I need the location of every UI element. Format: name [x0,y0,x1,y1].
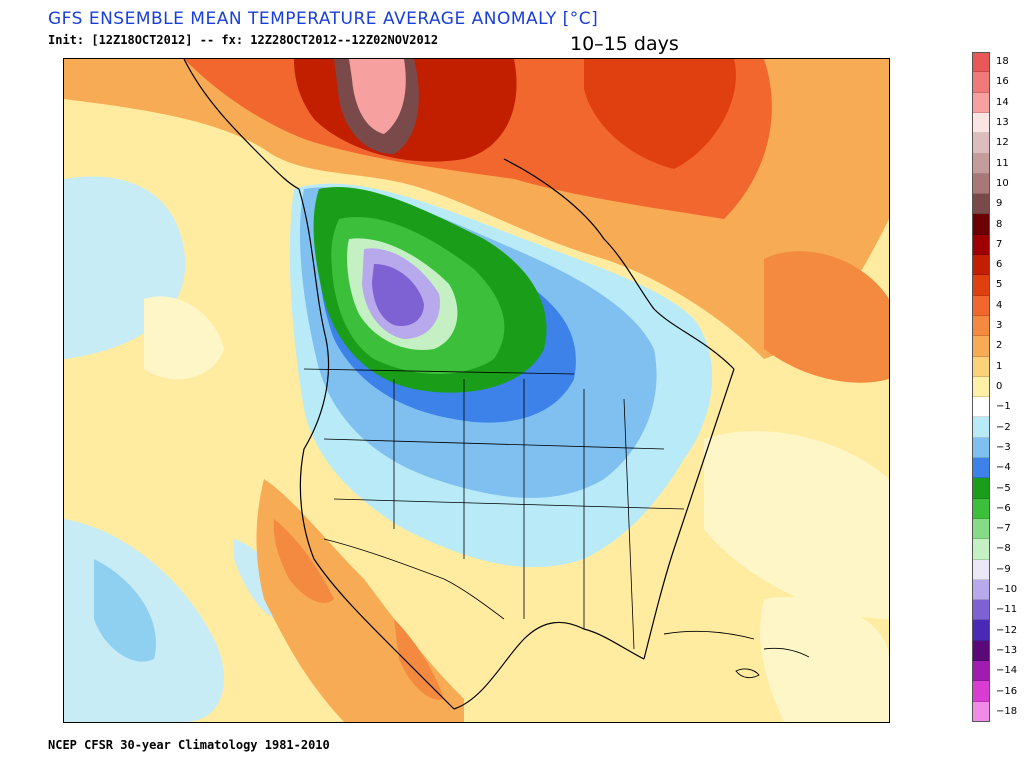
colorbar-swatch [972,437,990,459]
colorbar-frame [972,52,990,722]
colorbar-swatch [972,376,990,398]
colorbar-label: −9 [996,563,1011,575]
colorbar-label: −11 [996,604,1018,616]
colorbar-swatch [972,133,990,154]
colorbar-swatch [972,458,990,479]
colorbar-swatch [972,397,990,418]
colorbar-label: 18 [996,56,1009,68]
colorbar-label: −2 [996,421,1011,433]
hispaniola-outline [763,647,810,658]
cold-anomaly-purple-core [372,264,424,327]
colorbar-label: −13 [996,644,1018,656]
coastlines [183,59,735,710]
caribbean-neutral-area [760,597,889,722]
colorbar-label: 3 [996,320,1003,332]
us-mexico-border [323,538,505,620]
colorbar-label: 4 [996,299,1003,311]
colorbar-swatch [972,661,990,682]
colorbar-swatch [972,640,990,662]
climatology-footer: NCEP CFSR 30-year Climatology 1981-2010 [48,738,330,752]
colorbar-swatch [972,579,990,601]
colorbar-swatch [972,255,990,276]
colorbar-label: 7 [996,238,1003,250]
colorbar-label: −3 [996,441,1011,453]
east-coastline [643,368,735,660]
colorbar-label: −8 [996,543,1011,555]
colorbar-swatch [972,275,990,296]
state-line-6 [333,498,685,510]
cuba-outline [663,630,755,640]
init-forecast-line: Init: [12Z18OCT2012] -- fx: 12Z28OCT2012… [48,33,439,47]
colorbar-label: −4 [996,462,1011,474]
state-line-5 [323,438,665,450]
hudson-coastline [503,158,735,370]
colorbar-swatch [972,600,990,621]
colorbar-swatch [972,173,990,195]
colorbar-label: 1 [996,360,1003,372]
colorbar-swatch [972,214,990,235]
anomaly-map [63,58,890,723]
colorbar-swatch [972,234,990,256]
mexico-warm-core [394,619,444,700]
political-borders [303,368,685,650]
colorbar-label: 10 [996,177,1009,189]
colorbar-swatch [972,153,990,174]
us-canada-border [303,368,575,375]
atlantic-neutral-area [704,431,889,619]
colorbar-label: 9 [996,198,1003,210]
colorbar-label: −1 [996,401,1011,413]
colorbar-swatch [972,518,990,540]
pacific-neutral-area [144,296,224,380]
colorbar-swatch [972,539,990,560]
west-coastline [298,188,455,710]
colorbar-label: 13 [996,117,1009,129]
colorbar-swatch [972,559,990,580]
colorbar-label: −16 [996,685,1018,697]
colorbar-label: 2 [996,340,1003,352]
colorbar-label: −7 [996,523,1011,535]
colorbar-label: 8 [996,218,1003,230]
jamaica-outline [735,668,760,679]
colorbar-swatch [972,194,990,215]
state-line-7 [623,398,635,650]
colorbar-label: −5 [996,482,1011,494]
colorbar-label: −10 [996,584,1018,596]
caribbean-islands [663,630,810,679]
colorbar-swatch [972,315,990,337]
colorbar-label: 16 [996,76,1009,88]
southwest-warm-core [273,519,334,603]
chart-title: GFS ENSEMBLE MEAN TEMPERATURE AVERAGE AN… [48,9,599,29]
colorbar-label: 0 [996,381,1003,392]
colorbar-swatch [972,112,990,134]
forecast-period-label: 10–15 days [570,33,679,55]
colorbar-label: −12 [996,624,1018,636]
arctic-extreme-center [349,59,406,134]
colorbar-label: 14 [996,96,1009,108]
colorbar-label: −14 [996,665,1018,677]
colorbar-swatch [972,336,990,357]
greenland-warm-core [584,59,736,169]
colorbar-swatch [972,417,990,438]
colorbar-label: 11 [996,157,1009,169]
colorbar-label: −18 [996,705,1018,717]
colorbar-label: 6 [996,259,1003,271]
colorbar-swatch [972,295,990,316]
colorbar-label: 5 [996,279,1003,291]
anomaly-map-svg [64,59,889,722]
colorbar-swatch [972,681,990,702]
gulf-coastline [453,621,645,710]
colorbar-swatch [972,356,990,377]
colorbar-label: −6 [996,502,1011,514]
colorbar-swatch [972,498,990,519]
pacific-cool-core [94,559,156,662]
alaska-coastline [183,59,300,190]
colorbar-label: 12 [996,137,1009,149]
colorbar-swatch [972,52,990,73]
colorbar-swatch [972,620,990,641]
colorbar-swatch [972,92,990,113]
north-atlantic-warm-area [764,251,889,383]
colorbar-swatch [972,72,990,93]
colorbar-swatch [972,478,990,499]
